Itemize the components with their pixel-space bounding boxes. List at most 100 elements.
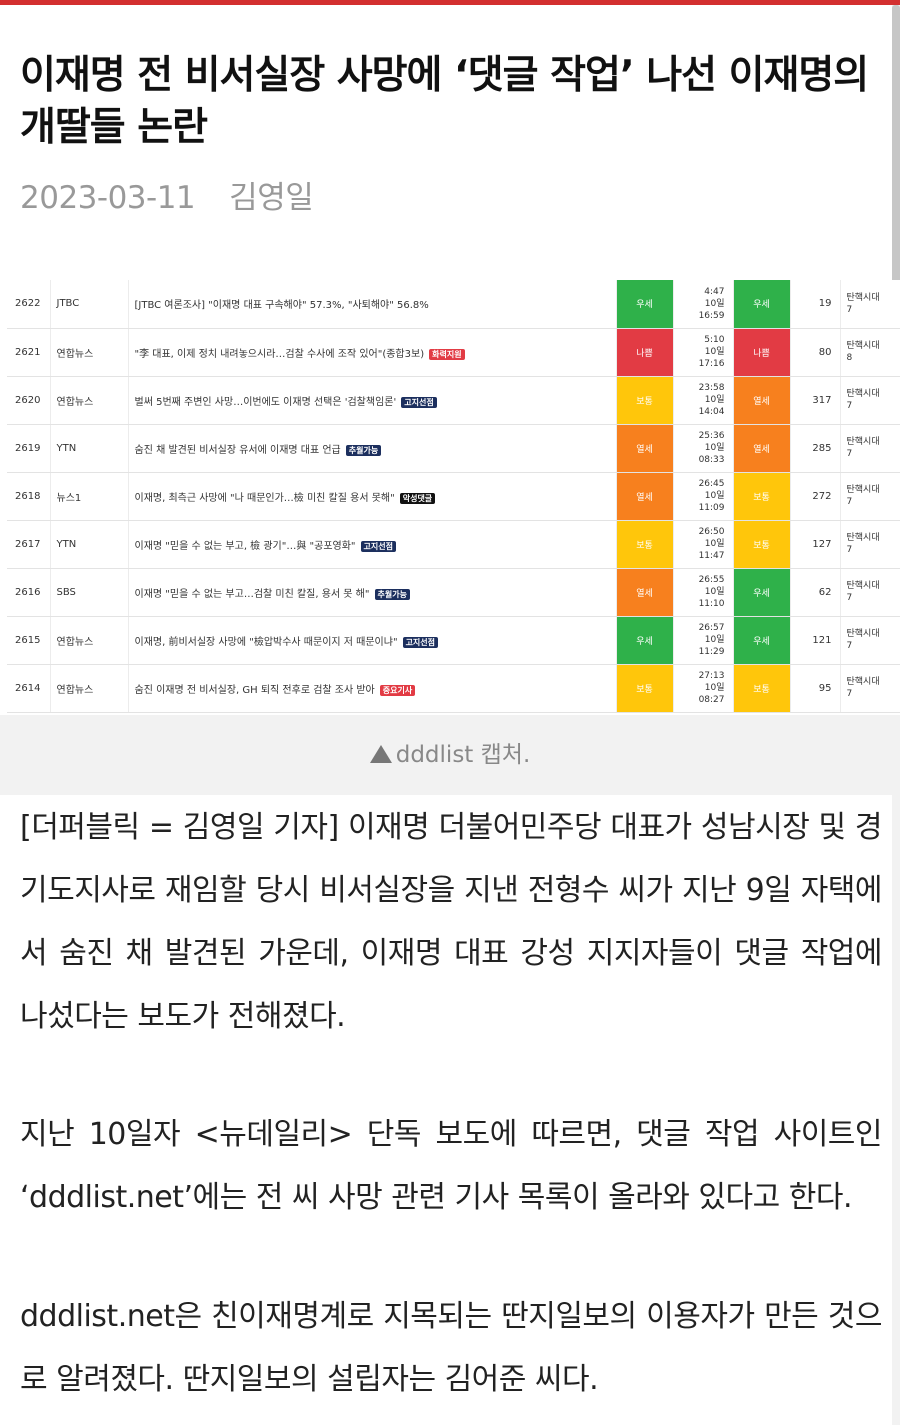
row-time-2: 10일 bbox=[704, 395, 725, 405]
row-era-num: 7 bbox=[846, 304, 853, 315]
row-time-2: 10일 bbox=[704, 491, 725, 501]
row-status-2: 보통 bbox=[733, 664, 791, 713]
list-row: 2622 JTBC [JTBC 여론조사] "이재명 대표 구속해야" 57.3%,… bbox=[7, 280, 900, 329]
list-row: 2619 YTN 숨진 채 발견된 비서실장 유서에 이재명 대표 언급 추월가능 열세… bbox=[7, 424, 900, 473]
article-meta: 2023-03-11 김영일 bbox=[20, 172, 314, 217]
row-time-1: 26:57 bbox=[698, 623, 725, 633]
row-status-1-text: 우세 bbox=[636, 636, 653, 647]
row-status-2: 열세 bbox=[733, 376, 791, 425]
row-source-text: YTN bbox=[56, 538, 77, 550]
row-tag-badge: 추월가능 bbox=[345, 444, 382, 456]
row-status-1: 보통 bbox=[616, 664, 674, 713]
row-era: 탄핵시대 7 bbox=[840, 424, 900, 473]
row-status-1: 보통 bbox=[616, 376, 674, 425]
row-status-2: 보통 bbox=[733, 520, 791, 569]
list-row: 2617 YTN 이재명 "믿을 수 없는 부고, 檢 광기"…與 "공포영화" 고지… bbox=[7, 520, 900, 569]
row-number: 2622 bbox=[7, 280, 51, 329]
row-title-text: 벌써 5번째 주변인 사망…이번에도 이재명 선택은 '검찰책임론' bbox=[134, 396, 397, 408]
row-status-2: 우세 bbox=[733, 616, 791, 665]
row-era-num: 7 bbox=[846, 545, 853, 555]
row-title-text: 이재명 "믿을 수 없는 부고, 檢 광기"…與 "공포영화" bbox=[134, 540, 356, 552]
row-time-1: 4:47 bbox=[704, 286, 725, 297]
row-source-text: 연합뉴스 bbox=[56, 396, 94, 408]
row-status-1: 열세 bbox=[616, 472, 674, 521]
row-era: 탄핵시대 7 bbox=[840, 472, 900, 521]
row-source: 연합뉴스 bbox=[50, 616, 129, 665]
article-list-table: 2622 JTBC [JTBC 여론조사] "이재명 대표 구속해야" 57.3%,… bbox=[7, 280, 900, 713]
row-time: 26:55 10일 11:10 bbox=[673, 568, 734, 617]
row-status-2-text: 우세 bbox=[753, 588, 770, 599]
row-status-1-text: 열세 bbox=[636, 444, 653, 455]
row-title: 벌써 5번째 주변인 사망…이번에도 이재명 선택은 '검찰책임론' 고지선점 bbox=[128, 376, 617, 425]
row-title: 이재명, 최측근 사망에 "나 때문인가…檢 미친 칼질 용서 못해" 악성댓글 bbox=[128, 472, 617, 521]
row-title: "李 대표, 이제 정치 내려놓으시라…검찰 수사에 조작 있어"(종합3보) 화… bbox=[128, 328, 617, 377]
row-time-1: 26:50 bbox=[698, 527, 725, 537]
row-era-num: 7 bbox=[846, 401, 853, 411]
row-source: YTN bbox=[50, 520, 129, 569]
row-number-text: 2622 bbox=[15, 298, 41, 310]
row-count-text: 19 bbox=[818, 298, 832, 310]
article-date: 2023-03-11 bbox=[20, 180, 196, 216]
row-number-text: 2620 bbox=[15, 394, 41, 406]
row-status-2-text: 우세 bbox=[753, 300, 770, 311]
article-paragraph-1: [더퍼블릭 = 김영일 기자] 이재명 더불어민주당 대표가 성남시장 및 경기… bbox=[20, 810, 883, 1034]
row-number: 2619 bbox=[7, 424, 51, 473]
row-time-3: 08:27 bbox=[698, 695, 725, 705]
row-source: 연합뉴스 bbox=[50, 328, 129, 377]
row-source: 연합뉴스 bbox=[50, 664, 129, 713]
row-tag-badge: 고지선점 bbox=[360, 540, 396, 552]
row-count-text: 62 bbox=[818, 586, 832, 598]
row-era-text: 탄핵시대 bbox=[846, 292, 880, 303]
row-time-1: 26:45 bbox=[698, 479, 725, 489]
row-time-2: 10일 bbox=[704, 539, 725, 549]
row-time-1: 5:10 bbox=[704, 335, 725, 345]
row-era-num: 7 bbox=[846, 641, 853, 651]
row-time: 25:36 10일 08:33 bbox=[673, 424, 734, 473]
row-era-num: 7 bbox=[846, 689, 853, 699]
row-time-1: 27:13 bbox=[698, 671, 725, 681]
row-number: 2620 bbox=[7, 376, 51, 425]
row-count: 285 bbox=[790, 424, 841, 473]
row-era-num: 7 bbox=[846, 449, 853, 459]
row-era: 탄핵시대 7 bbox=[840, 520, 900, 569]
row-status-1: 보통 bbox=[616, 520, 674, 569]
row-title-text: 숨진 채 발견된 비서실장 유서에 이재명 대표 언급 bbox=[134, 444, 341, 456]
article-paragraph-2: 지난 10일자 <뉴데일리> 단독 보도에 따르면, 댓글 작업 사이트인 ‘d… bbox=[20, 1117, 883, 1215]
row-count-text: 95 bbox=[818, 682, 832, 694]
row-title-text: 이재명, 前비서실장 사망에 "檢압박수사 때문이지 저 때문이냐" bbox=[134, 636, 398, 648]
scrollbar-thumb[interactable] bbox=[892, 5, 900, 395]
row-count: 62 bbox=[790, 568, 841, 617]
row-era-text: 탄핵시대 bbox=[846, 485, 880, 495]
row-status-2-text: 보통 bbox=[753, 540, 770, 551]
row-source: 연합뉴스 bbox=[50, 376, 129, 425]
row-count: 121 bbox=[790, 616, 841, 665]
row-status-1-text: 보통 bbox=[636, 396, 653, 407]
row-count-text: 80 bbox=[818, 346, 832, 358]
row-title-text: 숨진 이재명 전 비서실장, GH 퇴직 전후로 검찰 조사 받아 bbox=[134, 684, 375, 696]
image-caption: dddlist 캡처. bbox=[0, 715, 900, 795]
row-time-3: 17:16 bbox=[698, 359, 725, 369]
row-status-2: 우세 bbox=[733, 280, 791, 329]
row-title-text: "李 대표, 이제 정치 내려놓으시라…검찰 수사에 조작 있어"(종합3보) bbox=[134, 348, 425, 360]
row-source-text: YTN bbox=[56, 442, 77, 454]
row-number-text: 2614 bbox=[15, 682, 41, 694]
row-source-text: 연합뉴스 bbox=[56, 348, 94, 360]
list-row: 2621 연합뉴스 "李 대표, 이제 정치 내려놓으시라…검찰 수사에 조작 있어… bbox=[7, 328, 900, 377]
row-status-1-text: 나쁨 bbox=[636, 348, 653, 359]
list-row: 2618 뉴스1 이재명, 최측근 사망에 "나 때문인가…檢 미친 칼질 용서 못… bbox=[7, 472, 900, 521]
row-count-text: 317 bbox=[812, 394, 832, 406]
row-title-text: [JTBC 여론조사] "이재명 대표 구속해야" 57.3%, "사퇴해야" … bbox=[134, 300, 429, 312]
list-row: 2620 연합뉴스 벌써 5번째 주변인 사망…이번에도 이재명 선택은 '검찰책임… bbox=[7, 376, 900, 425]
row-status-1: 열세 bbox=[616, 568, 674, 617]
row-time-1: 25:36 bbox=[698, 431, 725, 441]
row-time: 4:47 10일 16:59 bbox=[673, 280, 734, 329]
list-row: 2616 SBS 이재명 "믿을 수 없는 부고…검찰 미친 칼질, 용서 못 해"… bbox=[7, 568, 900, 617]
row-time-3: 11:09 bbox=[698, 503, 725, 513]
row-time: 27:13 10일 08:27 bbox=[673, 664, 734, 713]
row-title: 이재명, 前비서실장 사망에 "檢압박수사 때문이지 저 때문이냐" 고지선점 bbox=[128, 616, 617, 665]
row-tag-badge: 고지선점 bbox=[401, 396, 437, 408]
row-time: 26:45 10일 11:09 bbox=[673, 472, 734, 521]
row-era: 탄핵시대 7 bbox=[840, 568, 900, 617]
list-row: 2614 연합뉴스 숨진 이재명 전 비서실장, GH 퇴직 전후로 검찰 조사 받… bbox=[7, 664, 900, 713]
row-era: 탄핵시대 7 bbox=[840, 664, 900, 713]
